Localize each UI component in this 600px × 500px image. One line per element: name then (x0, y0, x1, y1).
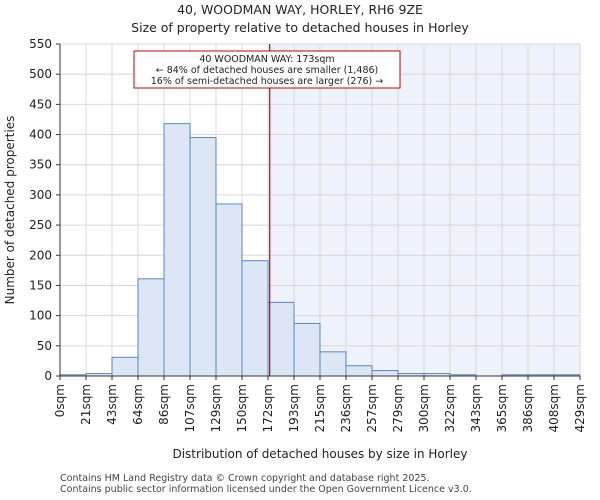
y-tick-label: 250 (29, 218, 52, 232)
chart-title: 40, WOODMAN WAY, HORLEY, RH6 9ZE (177, 2, 423, 17)
x-tick-label: 429sqm (573, 384, 587, 432)
histogram-bar (319, 351, 347, 377)
annotation-line-2: ← 84% of detached houses are smaller (1,… (156, 65, 379, 76)
x-tick-label: 236sqm (339, 384, 353, 432)
x-tick-label: 150sqm (235, 384, 249, 432)
y-tick-label: 300 (29, 188, 52, 202)
x-tick-label: 365sqm (495, 384, 509, 432)
y-tick-label: 350 (29, 158, 52, 172)
x-tick-label: 107sqm (183, 384, 197, 432)
y-tick-label: 450 (29, 97, 52, 111)
x-tick-label: 343sqm (469, 384, 483, 432)
histogram-bar (371, 370, 399, 377)
histogram-bar (137, 278, 165, 377)
annotation-line-1: 40 WOODMAN WAY: 173sqm (199, 54, 334, 65)
annotation-box (133, 50, 401, 89)
histogram-bar (215, 203, 243, 377)
chart-subtitle: Size of property relative to detached ho… (131, 20, 469, 35)
y-tick-label: 200 (29, 248, 52, 262)
x-tick-label: 300sqm (417, 384, 431, 432)
x-tick-label: 408sqm (547, 384, 561, 432)
x-tick-label: 64sqm (131, 384, 145, 425)
y-tick-label: 500 (29, 67, 52, 81)
x-tick-label: 129sqm (209, 384, 223, 432)
x-tick-label: 279sqm (391, 384, 405, 432)
x-tick-label: 0sqm (53, 384, 67, 417)
histogram-bar (189, 137, 217, 377)
y-tick-label: 0 (44, 369, 52, 383)
x-tick-label: 193sqm (287, 384, 301, 432)
histogram-bar (163, 123, 191, 377)
footer-licence: Contains public sector information licen… (60, 484, 472, 495)
annotation-line-3: 16% of semi-detached houses are larger (… (151, 76, 384, 87)
histogram-bar (267, 301, 295, 377)
histogram-bar (111, 356, 139, 377)
y-tick-label: 150 (29, 278, 52, 292)
x-tick-label: 257sqm (365, 384, 379, 432)
y-tick-label: 400 (29, 128, 52, 142)
footer-copyright: Contains HM Land Registry data © Crown c… (60, 473, 430, 484)
x-tick-label: 86sqm (157, 384, 171, 425)
histogram-bar (345, 365, 373, 377)
y-tick-label: 550 (29, 37, 52, 51)
x-axis-label: Distribution of detached houses by size … (172, 447, 467, 461)
x-tick-label: 215sqm (313, 384, 327, 432)
y-tick-label: 50 (37, 339, 52, 353)
x-tick-label: 322sqm (443, 384, 457, 432)
x-tick-label: 172sqm (261, 384, 275, 432)
y-tick-label: 100 (29, 309, 52, 323)
x-tick-label: 21sqm (79, 384, 93, 425)
histogram-bar (293, 322, 321, 377)
histogram-bar (241, 260, 269, 377)
x-tick-label: 43sqm (105, 384, 119, 425)
y-axis-label: Number of detached properties (3, 116, 17, 305)
x-tick-label: 386sqm (521, 384, 535, 432)
